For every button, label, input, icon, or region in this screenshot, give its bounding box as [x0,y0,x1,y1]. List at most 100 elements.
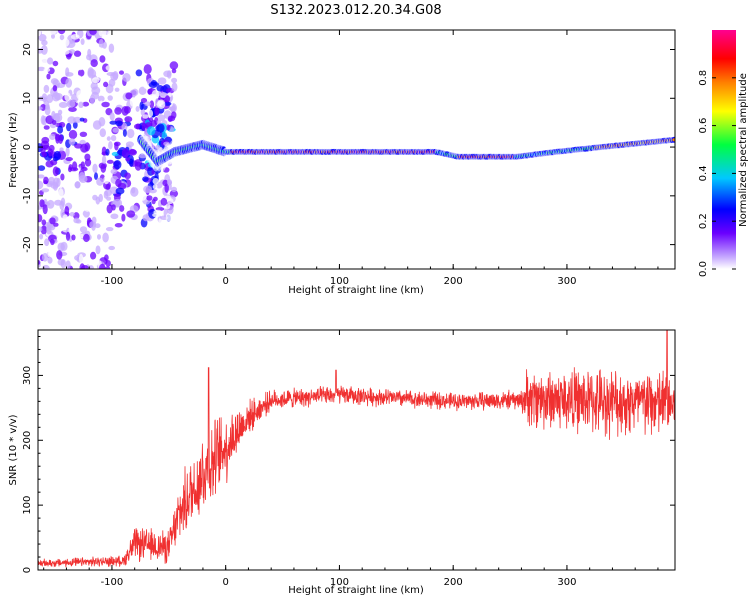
noise-blob [115,120,123,127]
noise-blob [101,146,107,156]
noise-blob [98,263,106,269]
noise-blob [106,136,111,141]
x-tick-label: -100 [101,276,124,287]
noise-blob [80,161,85,169]
x-tick-label: 300 [557,276,576,287]
noise-blob [105,227,114,232]
noise-blob [131,88,139,96]
colorbar-tick-label: 0.2 [698,213,709,229]
noise-blob [135,123,141,130]
noise-blob [115,178,122,188]
colorbar-tick-label: 0.4 [698,165,709,181]
noise-blob [90,251,97,260]
noise-blob [75,219,82,224]
x-tick-label: 100 [330,276,349,287]
noise-blob [104,254,109,262]
noise-blob [113,141,121,147]
noise-blob [140,108,146,116]
noise-blob [171,77,178,84]
noise-blob [70,33,80,40]
noise-blob [66,100,76,108]
noise-blob [118,70,125,75]
noise-blob [98,30,107,37]
spectrogram-x-label: Height of straight line (km) [288,285,424,296]
noise-blob [57,242,65,252]
noise-blob [112,127,120,133]
noise-blob [46,199,55,209]
noise-blob [41,93,48,103]
noise-blob [38,260,41,265]
noise-blob [50,33,56,39]
noise-blob [67,176,76,187]
colorbar-ticks: 0.0 0.2 0.4 0.6 0.8 [698,70,736,277]
noise-blob [65,231,71,241]
noise-blob [86,183,93,194]
snr-frame [37,329,676,571]
noise-blob [52,166,59,177]
noise-blob [68,49,76,54]
noise-blob [145,122,153,128]
noise-blob [67,247,75,256]
noise-blob [47,22,53,30]
noise-blob [125,141,134,148]
noise-blob [128,148,137,155]
noise-blob [147,109,154,118]
snr-x-label: Height of straight line (km) [288,585,424,596]
snr-y-label: SNR (10 * v/v) [8,414,19,485]
noise-blob [42,204,48,215]
noise-blob [143,64,152,75]
noise-blob [89,94,95,105]
noise-blob [126,128,135,139]
noise-blob [41,151,48,158]
noise-blob [143,185,153,194]
noise-blob [104,189,113,197]
noise-blob [66,122,72,132]
noise-blob [46,73,51,80]
noise-blob [47,256,53,264]
noise-blob [90,231,98,241]
noise-blob [54,133,61,142]
noise-blob [112,71,119,80]
noise-blob [68,226,75,236]
noise-blob [68,164,73,170]
noise-blob [71,234,76,241]
snr-panel: -100 0 100 200 300 0 100 200 300 Height of strai… [8,329,676,596]
noise-blob [103,81,109,88]
noise-blob [131,187,136,194]
noise-blob [61,38,70,47]
noise-blob [101,101,110,108]
noise-blob [165,124,171,131]
x-tick-label: 200 [444,276,463,287]
noise-blob [113,198,123,208]
noise-blob [142,114,149,119]
noise-blob [105,148,110,156]
spectrogram-y-label: Frequency (Hz) [8,112,19,188]
noise-blob [39,199,45,208]
noise-blob [105,64,115,72]
noise-blob [96,177,104,186]
noise-blob [108,245,116,251]
snr-line [38,330,675,568]
noise-blob [114,87,120,92]
noise-blob [171,82,178,92]
x-tick-label: 300 [557,577,576,588]
noise-blob [138,86,147,95]
noise-blob [95,196,101,205]
noise-blob [79,131,88,138]
noise-blob [108,43,115,53]
noise-blob [157,114,166,122]
noise-blob [39,233,44,240]
y-tick-label: 100 [22,496,33,515]
noise-blob [38,180,44,190]
x-tick-label: 100 [330,577,349,588]
noise-blob [99,55,106,63]
noise-blob [80,265,89,269]
noise-blob [104,266,111,269]
noise-blob [136,183,146,193]
noise-blob [64,92,71,102]
noise-blob [79,214,85,222]
noise-blob [92,163,98,174]
